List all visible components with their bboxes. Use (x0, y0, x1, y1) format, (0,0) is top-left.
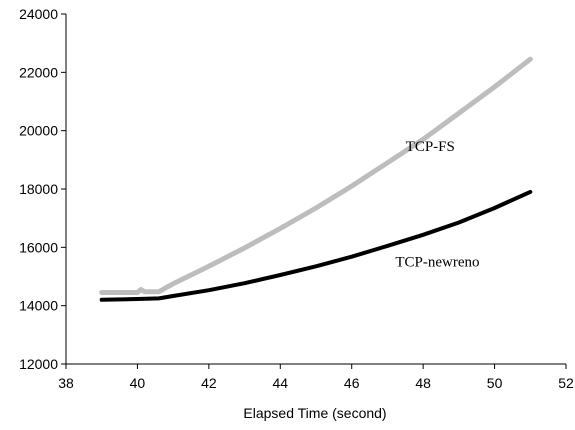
x-tick-label: 52 (558, 375, 574, 391)
y-tick-label: 16000 (19, 239, 58, 255)
y-tick-label: 14000 (19, 298, 58, 314)
x-axis-title: Elapsed Time (second) (243, 405, 386, 421)
x-tick-label: 42 (201, 375, 217, 391)
x-tick-label: 50 (487, 375, 503, 391)
y-tick-label: 22000 (19, 64, 58, 80)
series-line-tcp-fs (99, 56, 533, 295)
series-line-tcp-newreno (99, 189, 533, 302)
x-tick-label: 38 (58, 375, 74, 391)
y-tick-label: 20000 (19, 123, 58, 139)
x-tick-label: 48 (415, 375, 431, 391)
y-tick-label: 18000 (19, 181, 58, 197)
y-tick-label: 24000 (19, 6, 58, 22)
series-label-tcp-newreno: TCP-newreno (395, 254, 479, 270)
x-tick-label: 46 (344, 375, 360, 391)
x-tick-label: 40 (130, 375, 146, 391)
x-tick-label: 44 (272, 375, 288, 391)
series-label-tcp-fs: TCP-FS (406, 139, 455, 155)
y-tick-label: 12000 (19, 356, 58, 372)
plot-area: 12000 14000 16000 18000 20000 22000 24000 38 40 4… (19, 6, 574, 391)
